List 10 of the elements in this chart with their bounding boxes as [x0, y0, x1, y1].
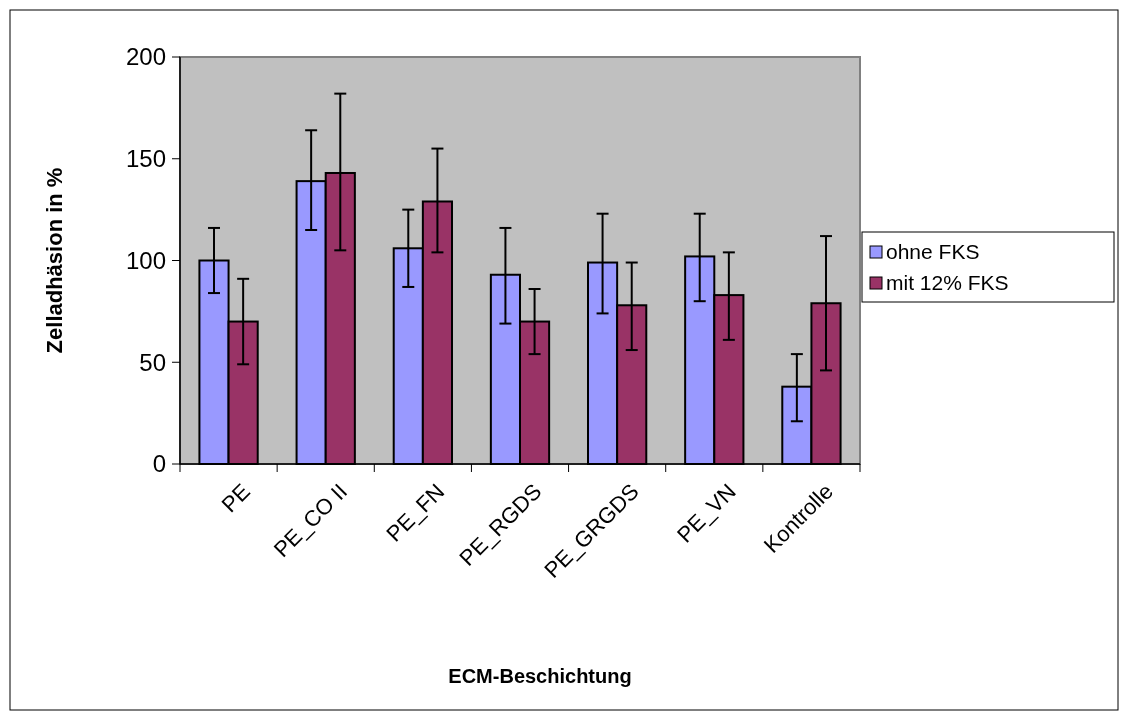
legend-label: ohne FKS [886, 240, 980, 264]
legend-label: mit 12% FKS [886, 271, 1009, 295]
y-axis-title: Zelladhäsion in % [42, 167, 67, 354]
x-axis-title: ECM-Beschichtung [448, 665, 632, 687]
y-tick-label: 150 [125, 145, 166, 173]
y-tick-label: 100 [125, 246, 166, 274]
y-tick-label: 0 [152, 450, 166, 478]
x-tick-label: PE [216, 478, 255, 518]
y-tick-label: 200 [125, 43, 166, 71]
y-tick-label: 50 [139, 348, 166, 376]
